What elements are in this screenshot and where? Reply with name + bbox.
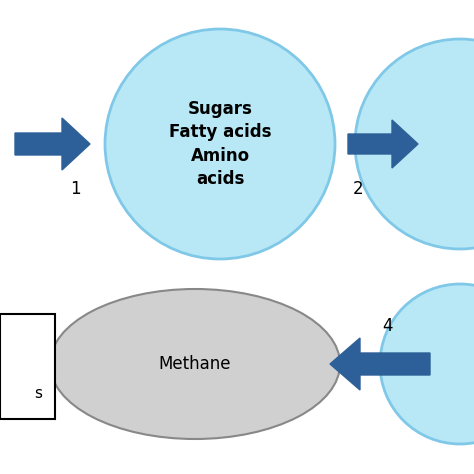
Text: s: s <box>34 386 42 401</box>
Ellipse shape <box>50 289 340 439</box>
Ellipse shape <box>105 29 335 259</box>
Text: Methane: Methane <box>159 355 231 373</box>
FancyArrow shape <box>15 118 90 170</box>
Text: Sugars
Fatty acids
Amino
acids: Sugars Fatty acids Amino acids <box>169 100 271 188</box>
Bar <box>0 314 55 419</box>
Ellipse shape <box>355 39 474 249</box>
Text: 4: 4 <box>383 317 393 335</box>
FancyArrow shape <box>330 338 430 390</box>
Text: 1: 1 <box>70 180 80 198</box>
FancyArrow shape <box>348 120 418 168</box>
Ellipse shape <box>380 284 474 444</box>
Text: 2: 2 <box>353 180 363 198</box>
